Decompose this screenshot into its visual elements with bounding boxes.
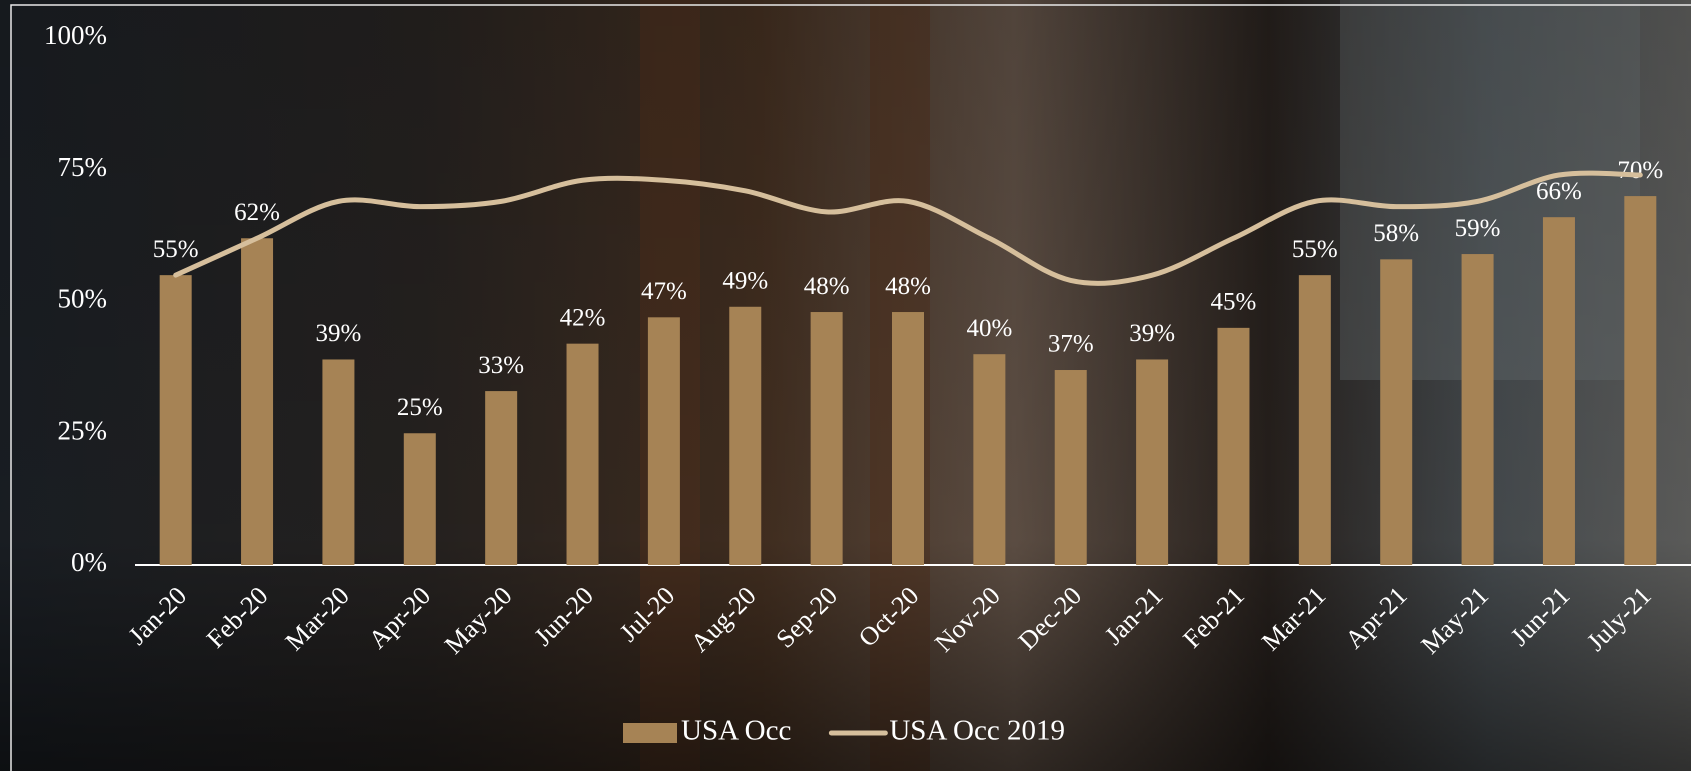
y-tick-label: 75%: [58, 152, 108, 182]
y-tick-label: 100%: [44, 20, 107, 50]
bar: [1136, 359, 1169, 565]
data-label: 58%: [1373, 220, 1419, 247]
legend-swatch: [623, 723, 677, 743]
y-tick-label: 25%: [58, 415, 108, 445]
bar: [1542, 217, 1575, 565]
data-label: 70%: [1617, 157, 1663, 184]
data-label: 39%: [316, 320, 362, 347]
bar: [566, 343, 599, 565]
data-label: 40%: [966, 315, 1012, 342]
bar: [403, 433, 436, 565]
data-label: 42%: [560, 304, 606, 331]
bar: [1624, 196, 1657, 565]
data-label: 48%: [804, 273, 850, 300]
data-label: 45%: [1211, 289, 1257, 316]
y-tick-label: 0%: [71, 547, 107, 577]
bar: [322, 359, 355, 565]
data-label: 62%: [234, 199, 280, 226]
bar: [810, 312, 843, 565]
line: [173, 170, 1643, 286]
data-label: 66%: [1536, 178, 1582, 205]
bar: [1217, 327, 1250, 565]
data-label: 33%: [478, 352, 524, 379]
data-label: 55%: [1292, 236, 1338, 263]
bar: [1380, 259, 1413, 565]
frame: [10, 4, 1691, 771]
data-label: 59%: [1455, 215, 1501, 242]
data-label: 49%: [722, 268, 768, 295]
y-tick-label: 50%: [58, 284, 108, 314]
bar: [973, 354, 1006, 565]
bar: [892, 312, 924, 565]
bar: [485, 391, 518, 565]
bar: [729, 306, 762, 565]
bar: [647, 317, 680, 565]
data-label: 48%: [885, 273, 931, 300]
data-label: 55%: [153, 236, 199, 263]
legend-label: USA Occ: [681, 715, 791, 747]
data-label: 25%: [397, 394, 443, 421]
bar: [1461, 254, 1494, 565]
bar: [159, 275, 192, 565]
data-label: 47%: [641, 278, 687, 305]
legend-label: USA Occ 2019: [889, 715, 1065, 747]
data-label: 39%: [1129, 320, 1175, 347]
data-label: 37%: [1048, 331, 1094, 358]
bar: [241, 238, 274, 565]
bar: [1298, 275, 1331, 565]
bar: [1054, 370, 1087, 565]
